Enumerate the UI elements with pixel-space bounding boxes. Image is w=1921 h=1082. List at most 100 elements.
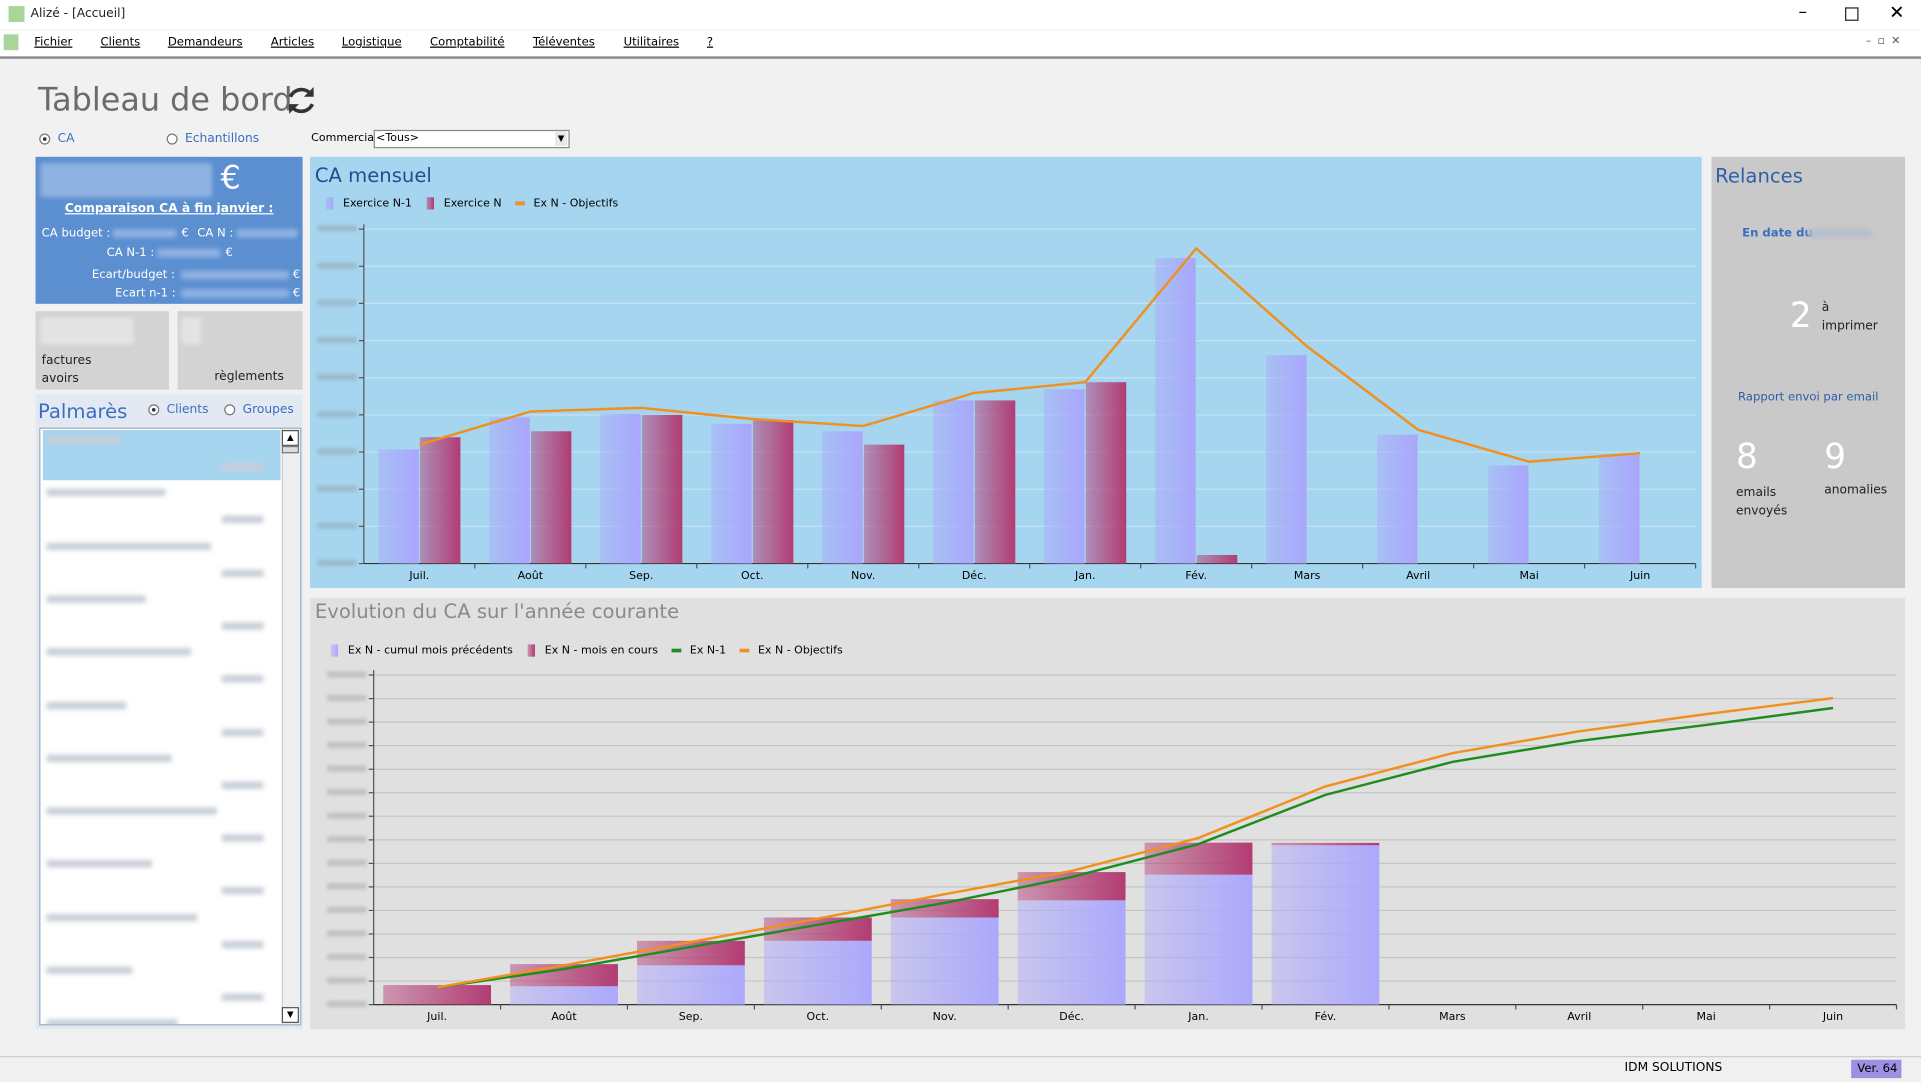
bar [863,444,905,564]
bar [1599,454,1640,564]
legend-swatch [325,197,334,210]
x-tick-label: Déc. [1059,1010,1084,1023]
scroll-down[interactable]: ▼ [281,1007,299,1023]
relances-title: Relances [1715,164,1803,188]
x-tick-label: Mars [1294,569,1321,582]
bar [530,431,572,564]
menu-item[interactable]: Comptabilité [430,35,505,50]
legend-label: Ex N - mois en cours [545,644,659,657]
date-label: En date du [1742,226,1813,241]
x-tick-label: Août [518,569,544,582]
scroll-up[interactable]: ▲ [281,430,299,446]
x-tick-label: Nov. [851,569,875,582]
summary-unit: € [225,246,233,260]
blurred-amount [221,728,264,736]
y-tick-label-blurred [317,374,357,381]
select-arrow[interactable]: ▼ [554,131,568,146]
maximize[interactable] [1845,7,1859,21]
y-tick-label-blurred [317,485,357,492]
radio-groupes[interactable] [224,404,236,416]
radio-label: CA [57,132,75,146]
menu-item[interactable]: Articles [270,35,315,50]
close[interactable]: ✕ [1889,1,1905,24]
bar [1196,555,1238,564]
summary-unit: € [292,268,301,282]
menu-item[interactable]: Clients [100,35,141,50]
scrollbar[interactable] [281,428,301,1025]
blurred-amount [221,463,264,471]
bar [1085,382,1127,564]
blurred-value [1808,229,1872,238]
summary-heading: Comparaison CA à fin janvier : [64,202,274,216]
bar [1271,842,1380,846]
y-tick-label-blurred [317,336,357,344]
chart: CA mensuel Juil. Août Sep. Oct. Nov. Déc. Jan. F… [315,164,1697,582]
page-title: Tableau de bord [37,82,293,119]
bar [1266,355,1307,564]
menu-item[interactable]: Utilitaires [623,35,680,50]
bar [763,917,872,941]
blurred-name [46,807,217,815]
x-tick-label: Juin [1822,1010,1843,1023]
blurred-name [46,966,133,974]
bar [1377,434,1418,564]
bar [822,431,863,564]
y-tick-label-blurred [317,299,357,306]
currency: € [220,160,241,198]
x-tick-label: Déc. [962,569,987,582]
commercial-select[interactable] [373,129,570,149]
palmares-title: Palmarès [37,399,128,423]
blurred-value [40,317,134,345]
menu-item[interactable]: ? [706,35,714,50]
radio-ca[interactable] [39,133,51,145]
chart: Evolution du CA sur l'année courante Juil… [315,600,1898,1023]
menu-item[interactable]: Fichier [34,35,73,50]
y-tick-label-blurred [317,448,357,455]
radio-clients[interactable] [148,404,160,416]
commercial-label: Commercial [311,132,378,145]
line-series [436,706,1834,989]
summary-unit: € [292,286,301,301]
blurred-amount [221,781,264,789]
blurred-name [46,595,146,603]
mdi-controls[interactable]: –▫✕ [1865,35,1907,48]
blurred-name [46,542,211,550]
y-tick-label-blurred [327,812,367,819]
blurred-amount [221,940,264,948]
print-count: 2 [1789,295,1812,336]
blurred-amount [221,887,264,895]
bar [383,985,492,1005]
y-tick-label-blurred [327,765,367,772]
minimize[interactable]: – [1798,2,1808,23]
menu-item[interactable]: Demandeurs [167,35,243,50]
menu-item[interactable]: Téléventes [532,35,595,50]
sent-label: emails envoyés [1736,486,1788,519]
legend-swatch [527,644,535,657]
y-tick-label-blurred [327,741,367,749]
line-series [419,246,1641,463]
y-tick-label-blurred [317,225,357,232]
refresh-icon[interactable] [284,83,318,117]
blurred-value [236,229,298,238]
scroll-thumb[interactable] [281,445,299,454]
radio-echantillons[interactable] [166,133,178,145]
chart-title: Evolution du CA sur l'année courante [315,600,679,623]
blurred-name [46,701,127,709]
bar [1017,900,1126,1005]
bar [752,420,794,564]
anomalies-label: anomalies [1824,483,1888,498]
x-tick-label: Oct. [741,569,764,582]
x-tick-label: Juil. [408,569,429,582]
y-tick-label-blurred [327,836,367,843]
x-tick-label: Nov. [933,1010,957,1023]
legend-label: Ex N - cumul mois précédents [348,644,513,657]
blurred-amount [221,516,264,524]
palmares-list[interactable]: ▲ ▼ [39,427,302,1026]
blurred-amount [221,993,264,1001]
menu-item[interactable]: Logistique [341,35,402,50]
bar [489,417,530,564]
x-tick-label: Fév. [1185,569,1207,582]
blurred-value [181,317,201,345]
title-bar [0,0,1921,30]
x-tick-label: Fév. [1315,1010,1337,1023]
